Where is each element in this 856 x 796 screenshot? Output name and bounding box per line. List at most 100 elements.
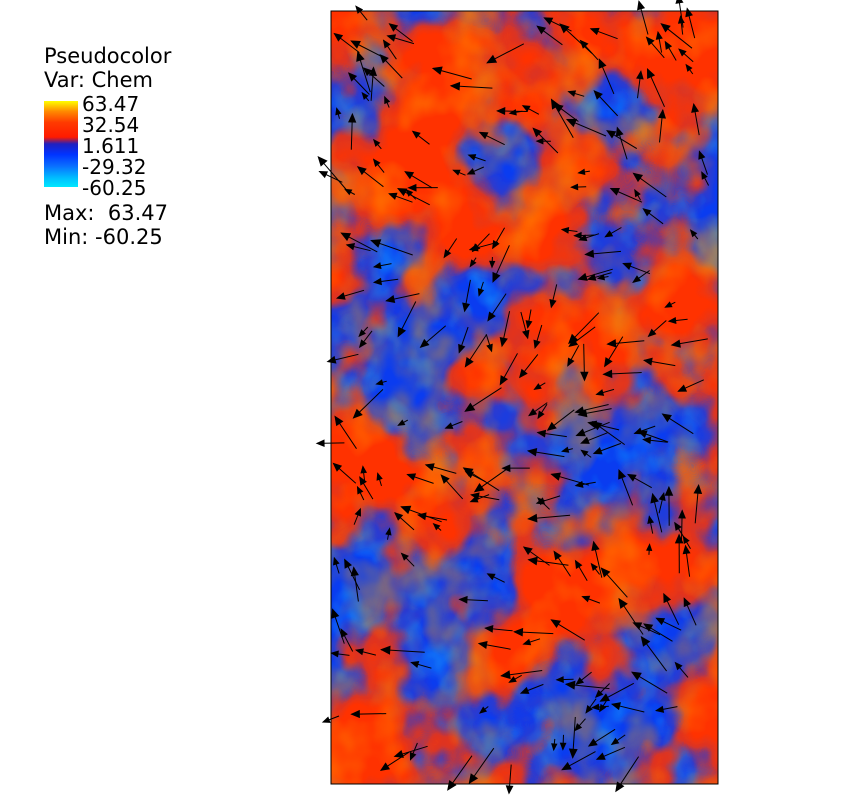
- vector-arrowhead: [580, 449, 589, 457]
- vector-arrowhead: [404, 171, 415, 180]
- vector-arrowhead: [489, 260, 496, 269]
- vector-arrowhead: [406, 473, 417, 481]
- vector-arrowhead: [689, 229, 698, 238]
- vector-arrowhead: [559, 742, 567, 751]
- vector-arrowhead: [525, 320, 533, 329]
- vector-arrowhead: [655, 617, 666, 626]
- vector-arrowhead: [385, 527, 392, 536]
- vector-arrowhead: [698, 150, 706, 160]
- vector-arrowhead: [645, 36, 655, 46]
- vector-arrowhead: [344, 188, 353, 196]
- vector-arrowhead: [388, 192, 398, 200]
- vector-arrowhead: [674, 661, 683, 671]
- vector-arrowhead: [356, 485, 364, 495]
- legend-title: Pseudocolor: [44, 44, 172, 68]
- vector-arrowhead: [348, 112, 357, 123]
- vector-arrowhead: [678, 509, 686, 519]
- vector-arrowhead: [527, 556, 538, 566]
- vector-arrowhead: [550, 98, 560, 110]
- vector-arrowhead: [345, 242, 356, 251]
- vector-arrowhead: [618, 597, 628, 609]
- vector-arrowhead: [661, 413, 672, 423]
- vector-arrowhead: [318, 170, 329, 179]
- vector-arrowhead: [334, 415, 344, 427]
- vector-arrowhead: [610, 737, 620, 746]
- vector-arrowhead: [458, 343, 466, 354]
- vector-arrowhead: [591, 421, 603, 431]
- vector-arrowhead: [549, 299, 557, 309]
- vector-arrowhead: [350, 566, 359, 577]
- vector-arrowhead: [657, 108, 667, 119]
- vector-arrowhead: [340, 232, 352, 242]
- vector-arrowhead: [479, 706, 488, 714]
- vector-arrowhead: [380, 645, 391, 655]
- vector-arrowhead: [447, 780, 457, 791]
- colorbar-tick-min: -60.25: [82, 176, 147, 200]
- vector-arrowhead: [477, 288, 485, 297]
- vector-arrowhead: [344, 558, 353, 569]
- vector-arrowhead: [640, 635, 651, 647]
- vector-arrowhead: [393, 750, 404, 758]
- vector-arrowhead: [411, 130, 421, 139]
- colorbar-tick-upper: 32.54: [82, 113, 140, 137]
- vector-arrowhead: [595, 752, 606, 760]
- vector-arrowhead: [600, 567, 611, 578]
- vector-arrowhead: [533, 383, 542, 390]
- vector-arrowhead: [333, 32, 344, 42]
- vector-arrowhead: [634, 188, 641, 198]
- vector-arrowhead: [663, 592, 672, 604]
- plot-frame: [330, 10, 719, 785]
- vector-arrowhead: [464, 471, 474, 479]
- vector-arrowhead: [359, 476, 367, 486]
- vector-arrowhead: [594, 689, 604, 698]
- vector-arrowhead: [632, 172, 644, 183]
- vector-arrowhead: [394, 512, 404, 521]
- vector-arrowhead: [326, 355, 337, 364]
- vector-arrowhead: [535, 137, 544, 145]
- vector-arrowhead: [500, 670, 511, 680]
- vector-arrowhead: [683, 597, 691, 608]
- vector-arrowhead: [677, 15, 685, 24]
- vector-arrowhead: [352, 408, 363, 419]
- vector-arrowhead: [468, 773, 479, 785]
- vector-arrowhead: [543, 17, 554, 25]
- vector-arrowhead: [658, 492, 666, 502]
- vector-arrowhead: [615, 126, 624, 137]
- vector-arrowhead: [537, 410, 545, 420]
- vector-arrowhead: [575, 677, 585, 685]
- vector-arrowhead: [610, 702, 621, 711]
- vector-arrowhead: [615, 781, 625, 793]
- vector-arrowhead: [527, 513, 538, 523]
- vector-arrowhead: [388, 23, 399, 32]
- vector-arrowhead: [382, 39, 391, 49]
- vector-arrowhead: [464, 357, 474, 368]
- vector-arrowhead: [385, 295, 396, 304]
- vector-arrowhead: [372, 262, 382, 269]
- vector-arrowhead: [626, 473, 637, 482]
- vector-arrowhead: [477, 640, 488, 649]
- vector-arrowhead: [522, 546, 533, 556]
- vector-arrowhead: [585, 705, 593, 714]
- vector-arrowhead: [358, 339, 367, 349]
- vector-arrowhead: [637, 0, 646, 11]
- vector-arrowhead: [424, 463, 435, 471]
- colorbar: [44, 101, 78, 187]
- vector-arrowhead: [559, 23, 570, 34]
- vector-arrowhead: [443, 249, 452, 259]
- vector-arrowhead: [370, 239, 382, 248]
- vector-arrowhead: [368, 66, 378, 77]
- vector-arrowhead: [590, 562, 599, 571]
- vector-arrowhead: [589, 27, 600, 36]
- vector-arrowhead: [561, 761, 572, 771]
- vector-arrowhead: [646, 543, 653, 552]
- vector-arrowhead: [643, 623, 654, 632]
- vector-arrowhead: [536, 25, 547, 35]
- velocity-vectors: [315, 0, 710, 795]
- vector-arrowhead: [577, 272, 588, 281]
- vector-arrowhead: [449, 81, 461, 91]
- vector-arrowhead: [655, 705, 665, 713]
- vector-arrowhead: [570, 183, 579, 191]
- vector-arrowhead: [444, 422, 454, 429]
- vector-arrowhead: [564, 680, 576, 690]
- vector-arrowhead: [397, 326, 407, 338]
